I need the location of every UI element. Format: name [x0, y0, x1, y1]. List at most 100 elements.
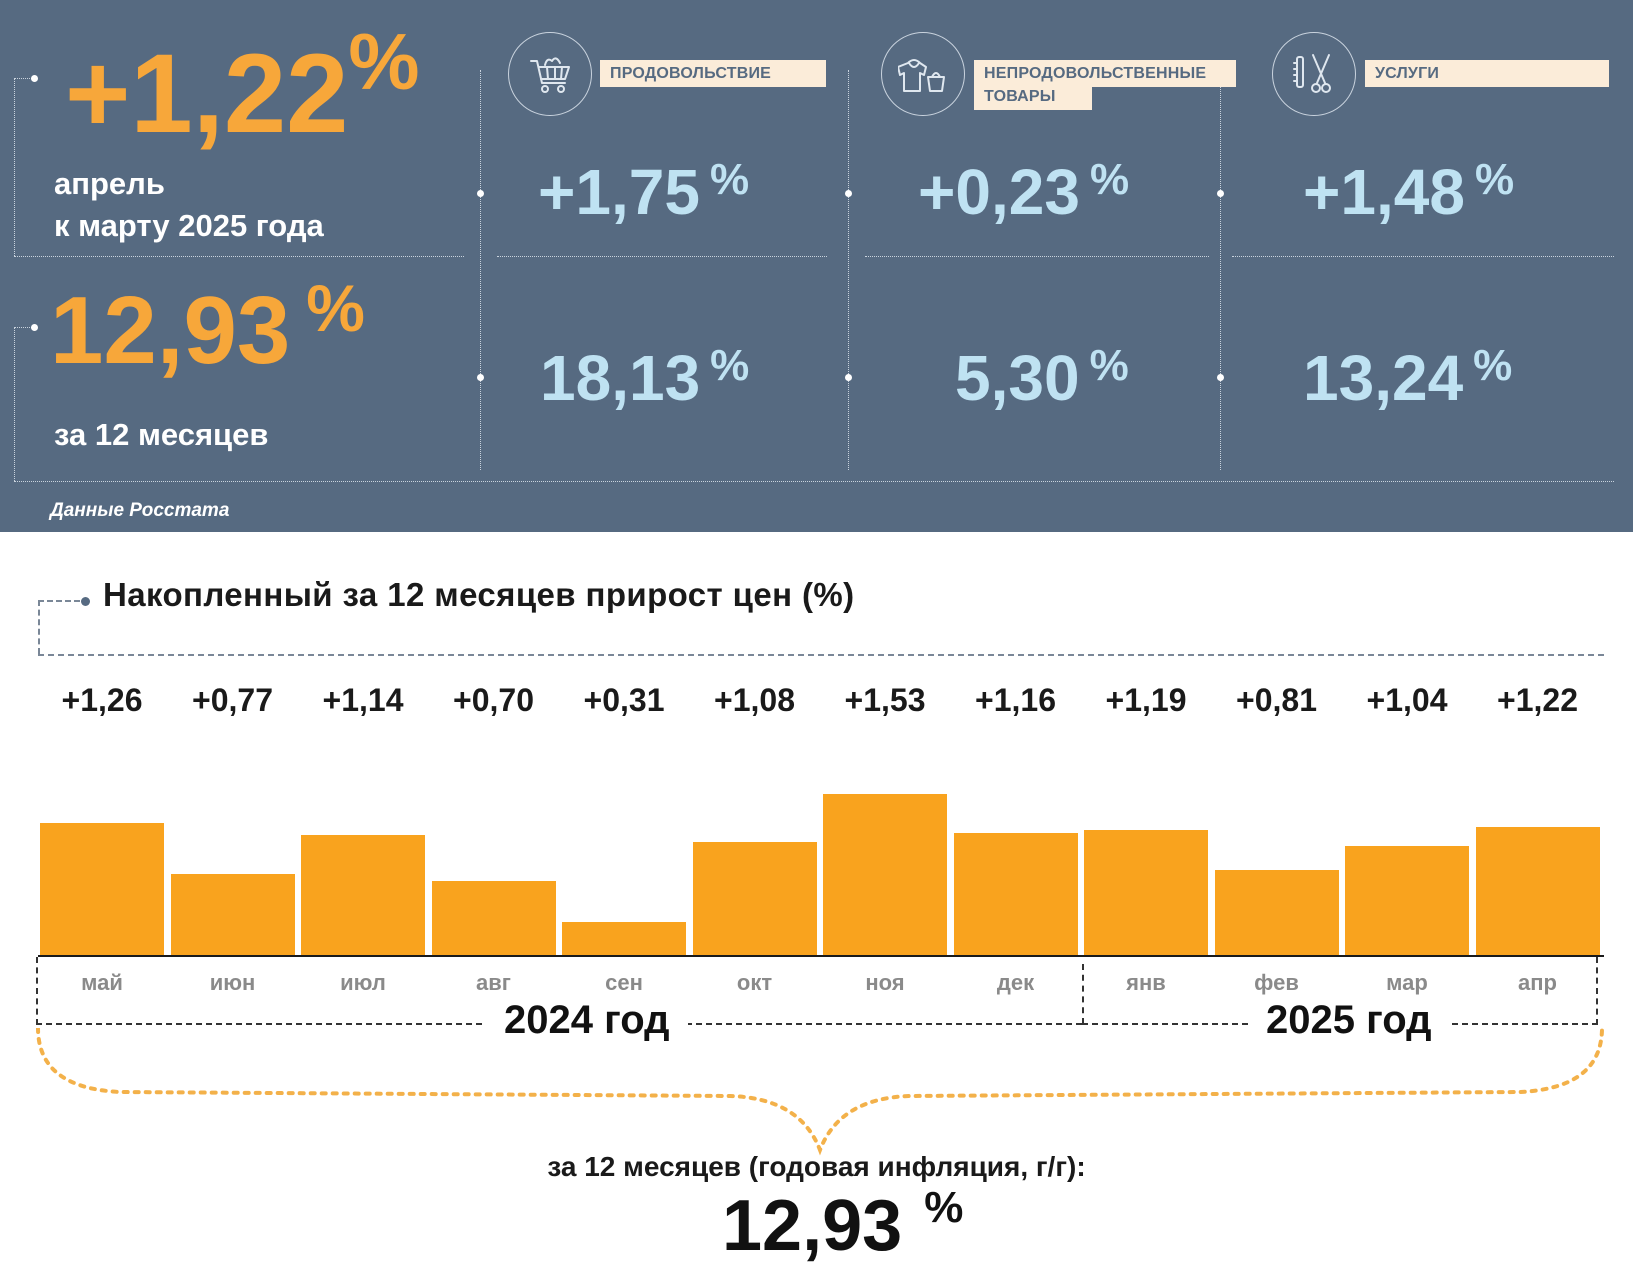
month-label: окт	[736, 970, 773, 995]
divider	[1232, 256, 1614, 257]
bar-ноя	[823, 794, 947, 955]
services-monthly-value: +1,48%	[1303, 158, 1514, 225]
divider	[497, 256, 827, 257]
month-label: авг	[476, 970, 511, 995]
percent-sign: %	[306, 271, 365, 345]
month-label: дек	[996, 970, 1035, 995]
divider	[14, 256, 464, 257]
value-label: +1,16	[975, 682, 1056, 718]
bar-апр	[1475, 827, 1600, 955]
percent-sign: %	[710, 341, 750, 390]
inflation-summary-panel: +1,22% апрель к марту 2025 года 12,93% з…	[0, 0, 1633, 532]
month-label: мар	[1386, 970, 1428, 995]
food-monthly-value: +1,75%	[538, 158, 749, 225]
percent-sign: %	[924, 1183, 964, 1232]
value-number: +1,48	[1303, 156, 1465, 228]
month-label: май	[81, 970, 123, 995]
title-dot	[81, 597, 90, 606]
percent-sign: %	[1473, 341, 1513, 390]
chart-title: Накопленный за 12 месяцев прирост цен (%…	[103, 576, 855, 613]
month-label: июн	[209, 970, 256, 995]
divider	[848, 70, 849, 470]
divider	[14, 78, 34, 79]
bar-дек	[953, 833, 1078, 955]
curly-brace	[36, 1028, 1604, 1156]
title-bracket	[38, 600, 80, 602]
marker-dot	[845, 190, 852, 197]
nonfood-icon-circle	[881, 32, 965, 116]
marker-dot	[1217, 190, 1224, 197]
title-bracket	[38, 600, 40, 654]
marker-dot	[477, 374, 484, 381]
month-label: янв	[1126, 970, 1166, 995]
category-tag-services: УСЛУГИ	[1365, 60, 1609, 87]
label-line: апрель	[54, 166, 165, 201]
marker-dot	[1217, 374, 1224, 381]
monthly-inflation-label: апрель к марту 2025 года	[54, 163, 324, 247]
value-label: +0,31	[583, 682, 665, 718]
percent-sign: %	[1089, 341, 1129, 390]
x-axis-baseline	[38, 955, 1604, 957]
marker-dot	[31, 75, 38, 82]
title-underline	[38, 654, 1604, 656]
year-label-2024: 2024 год	[486, 998, 688, 1043]
divider	[14, 327, 15, 481]
value-label: +0,81	[1236, 682, 1317, 718]
month-label: сен	[605, 970, 643, 995]
annual-summary-label: за 12 месяцев (годовая инфляция, г/г):	[547, 1151, 1086, 1182]
nonfood-monthly-value: +0,23%	[918, 158, 1129, 225]
marker-dot	[477, 190, 484, 197]
value-label: +1,04	[1366, 682, 1448, 718]
value-label: +0,77	[192, 682, 273, 718]
divider	[1220, 70, 1221, 470]
value-number: +1,75	[538, 156, 700, 228]
month-label: фев	[1254, 970, 1299, 995]
category-tag-food: ПРОДОВОЛЬСТВИЕ	[600, 60, 826, 87]
year-bracket	[1082, 964, 1084, 1024]
value-label: +1,53	[844, 682, 926, 718]
services-icon-circle	[1272, 32, 1356, 116]
value-label: +1,19	[1105, 682, 1187, 718]
bar-окт	[692, 842, 817, 955]
divider	[14, 481, 1614, 482]
year-label-2025: 2025 год	[1248, 998, 1450, 1043]
shopping-cart-icon	[530, 57, 570, 93]
divider	[14, 327, 34, 328]
annual-inflation-value: 12,93%	[50, 275, 365, 379]
annual-inflation-number: 12,93	[50, 277, 291, 384]
value-label: +1,26	[61, 682, 143, 718]
percent-sign: %	[1474, 155, 1515, 204]
tag-line: НЕПРОДОВОЛЬСТВЕННЫЕ	[984, 65, 1207, 82]
monthly-inflation-number: +1,22	[65, 31, 349, 156]
summary-number: 12,93	[722, 1186, 903, 1266]
nonfood-annual-value: 5,30%	[955, 344, 1129, 411]
annual-summary-value: 12,93%	[722, 1186, 963, 1263]
value-label: +1,08	[714, 682, 795, 718]
value-label: +1,22	[1497, 682, 1578, 718]
divider	[14, 78, 15, 256]
category-tag-nonfood: НЕПРОДОВОЛЬСТВЕННЫЕ	[974, 60, 1236, 87]
divider	[480, 70, 481, 470]
value-label: +0,70	[453, 682, 534, 718]
bar-июн	[170, 874, 295, 955]
label-line: к марту 2025 года	[54, 208, 324, 243]
month-label: ноя	[865, 970, 905, 995]
hoodie-bag-icon	[898, 59, 945, 92]
divider	[865, 256, 1209, 257]
percent-sign: %	[709, 155, 750, 204]
marker-dot	[845, 374, 852, 381]
marker-dot	[31, 324, 38, 331]
month-label: апр	[1518, 970, 1557, 995]
bar-июл	[301, 835, 425, 955]
bar-сен	[562, 922, 686, 955]
annual-inflation-label: за 12 месяцев	[54, 417, 269, 452]
category-tag-nonfood-line2: ТОВАРЫ	[974, 83, 1092, 110]
value-label: +1,14	[322, 682, 404, 718]
monthly-inflation-value: +1,22%	[65, 22, 420, 150]
food-annual-value: 18,13%	[540, 344, 749, 411]
scissors-comb-icon	[1293, 54, 1331, 93]
food-icon-circle	[508, 32, 592, 116]
year-bracket	[36, 957, 38, 1025]
percent-sign: %	[348, 17, 420, 106]
value-number: +0,23	[918, 156, 1080, 228]
